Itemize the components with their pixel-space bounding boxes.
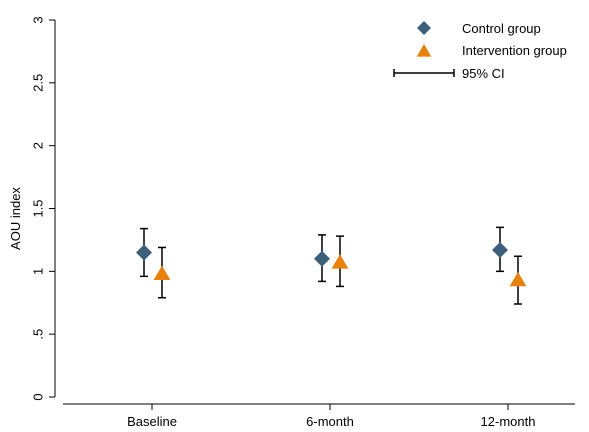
y-tick-label: 3 bbox=[30, 16, 45, 23]
intervention-point bbox=[509, 271, 527, 287]
legend-diamond-icon bbox=[417, 21, 431, 35]
legend-ci-icon bbox=[393, 69, 455, 77]
y-tick-label: 0 bbox=[30, 393, 45, 400]
x-tick-label: 12-month bbox=[481, 414, 536, 429]
y-tick-label: 1.5 bbox=[30, 199, 45, 217]
legend-ci-label: 95% CI bbox=[462, 66, 505, 81]
control-point bbox=[136, 244, 152, 261]
legend-label: Intervention group bbox=[462, 43, 567, 58]
x-tick-label: Baseline bbox=[127, 414, 177, 429]
data-marks bbox=[136, 226, 527, 305]
legend: Control group Intervention group 95% CI bbox=[393, 21, 567, 81]
control-point bbox=[492, 241, 508, 258]
legend-label: Control group bbox=[462, 21, 541, 36]
y-tick-label: 1 bbox=[30, 268, 45, 275]
intervention-point bbox=[153, 265, 171, 280]
intervention-point bbox=[331, 254, 349, 269]
y-axis-label: AOU index bbox=[8, 187, 23, 250]
x-tick-label: 6-month bbox=[306, 414, 354, 429]
y-tick-label: 2.5 bbox=[30, 74, 45, 92]
y-axis: 0 .5 1 1.5 2 2.5 3 bbox=[30, 16, 56, 401]
control-point bbox=[314, 250, 330, 267]
legend-triangle-icon bbox=[416, 44, 432, 57]
y-tick-label: .5 bbox=[30, 329, 45, 340]
y-tick-label: 2 bbox=[30, 142, 45, 149]
x-axis: Baseline 6-month 12-month bbox=[63, 403, 575, 429]
